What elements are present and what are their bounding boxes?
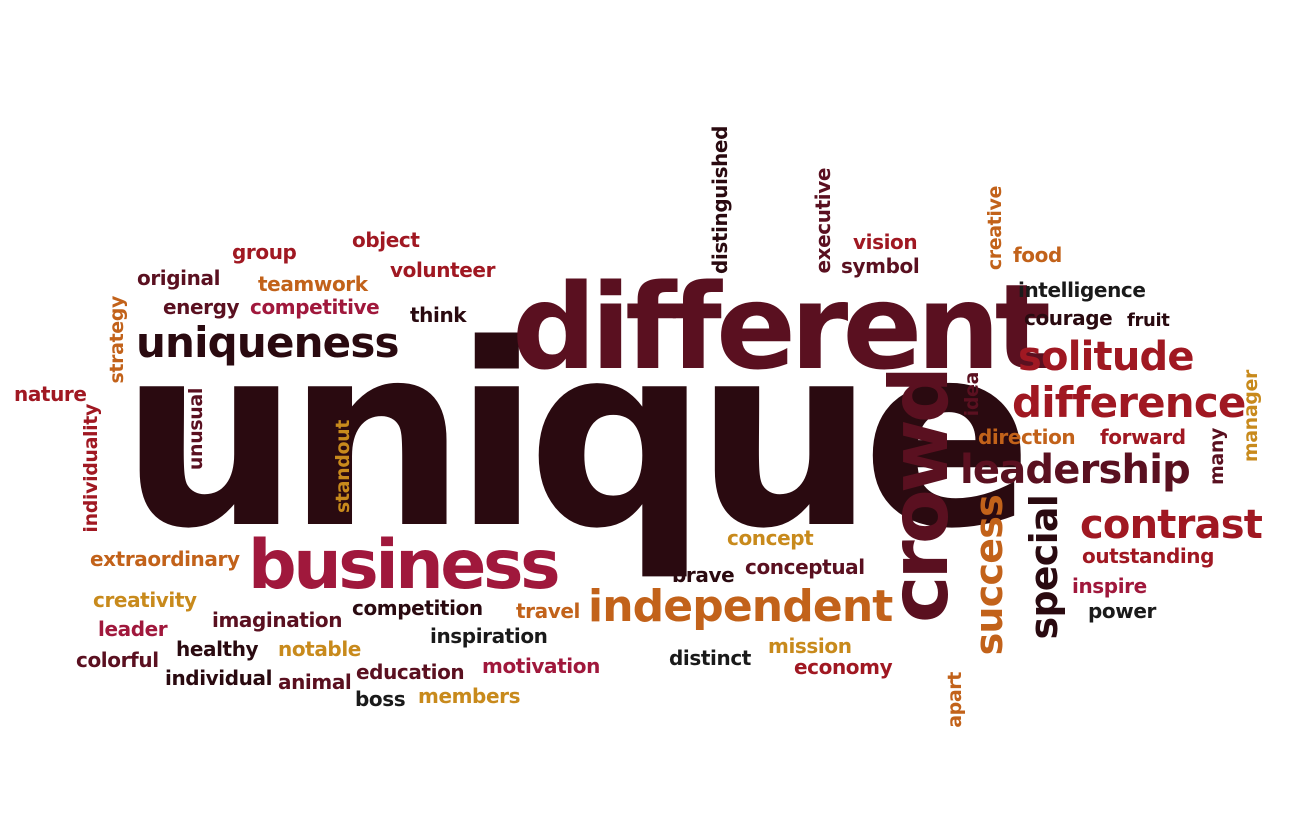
word-concept: concept [727, 526, 814, 550]
word-leader: leader [98, 617, 168, 641]
word-group: group [232, 240, 297, 264]
word-teamwork: teamwork [258, 272, 368, 296]
word-competitive: competitive [250, 295, 380, 319]
word-different: different [512, 258, 1051, 396]
word-uniqueness: uniqueness [136, 318, 399, 367]
word-difference: difference [1012, 378, 1246, 427]
word-power: power [1088, 599, 1156, 623]
word-healthy: healthy [176, 637, 259, 661]
word-standout: standout [332, 420, 354, 513]
word-vision: vision [853, 230, 918, 254]
word-notable: notable [278, 637, 361, 661]
word-think: think [410, 303, 467, 327]
word-leadership: leadership [960, 447, 1191, 493]
word-colorful: colorful [76, 648, 159, 672]
word-contrast: contrast [1080, 502, 1263, 548]
word-education: education [356, 660, 465, 684]
word-apart: apart [944, 672, 966, 728]
word-competition: competition [352, 596, 483, 620]
word-motivation: motivation [482, 654, 600, 678]
word-travel: travel [516, 599, 580, 623]
word-nature: nature [14, 382, 87, 406]
word-solitude: solitude [1018, 334, 1194, 380]
word-economy: economy [794, 655, 893, 679]
word-creative: creative [984, 186, 1006, 271]
word-unusual: unusual [185, 388, 207, 471]
word-manager: manager [1240, 370, 1262, 463]
word-individual: individual [165, 666, 273, 690]
word-intelligence: intelligence [1018, 278, 1146, 302]
word-outstanding: outstanding [1082, 544, 1215, 568]
word-conceptual: conceptual [745, 555, 865, 579]
word-animal: animal [278, 670, 352, 694]
word-idea: idea [961, 372, 983, 417]
word-executive: executive [811, 168, 835, 274]
word-direction: direction [978, 425, 1076, 449]
word-unique: unique [120, 291, 1033, 584]
word-object: object [352, 228, 420, 252]
word-business: business [248, 526, 561, 605]
word-energy: energy [163, 295, 240, 319]
word-brave: brave [672, 563, 735, 587]
word-mission: mission [768, 634, 852, 658]
word-boss: boss [355, 687, 406, 711]
word-extraordinary: extraordinary [90, 547, 240, 571]
word-courage: courage [1024, 306, 1113, 330]
word-special: special [1022, 495, 1066, 640]
word-forward: forward [1100, 425, 1186, 449]
word-strategy: strategy [106, 296, 128, 384]
word-imagination: imagination [212, 608, 343, 632]
word-volunteer: volunteer [390, 258, 496, 282]
word-distinguished: distinguished [708, 126, 732, 274]
word-inspiration: inspiration [430, 624, 548, 648]
word-distinct: distinct [669, 646, 751, 670]
word-original: original [137, 266, 221, 290]
word-success: success [967, 495, 1011, 656]
word-symbol: symbol [841, 254, 920, 278]
word-fruit: fruit [1127, 310, 1170, 331]
word-individuality: individuality [80, 404, 102, 533]
word-creativity: creativity [93, 588, 197, 612]
word-many: many [1206, 428, 1228, 486]
word-food: food [1013, 243, 1062, 267]
word-members: members [418, 684, 521, 708]
word-inspire: inspire [1072, 574, 1147, 598]
word-independent: independent [588, 581, 893, 632]
